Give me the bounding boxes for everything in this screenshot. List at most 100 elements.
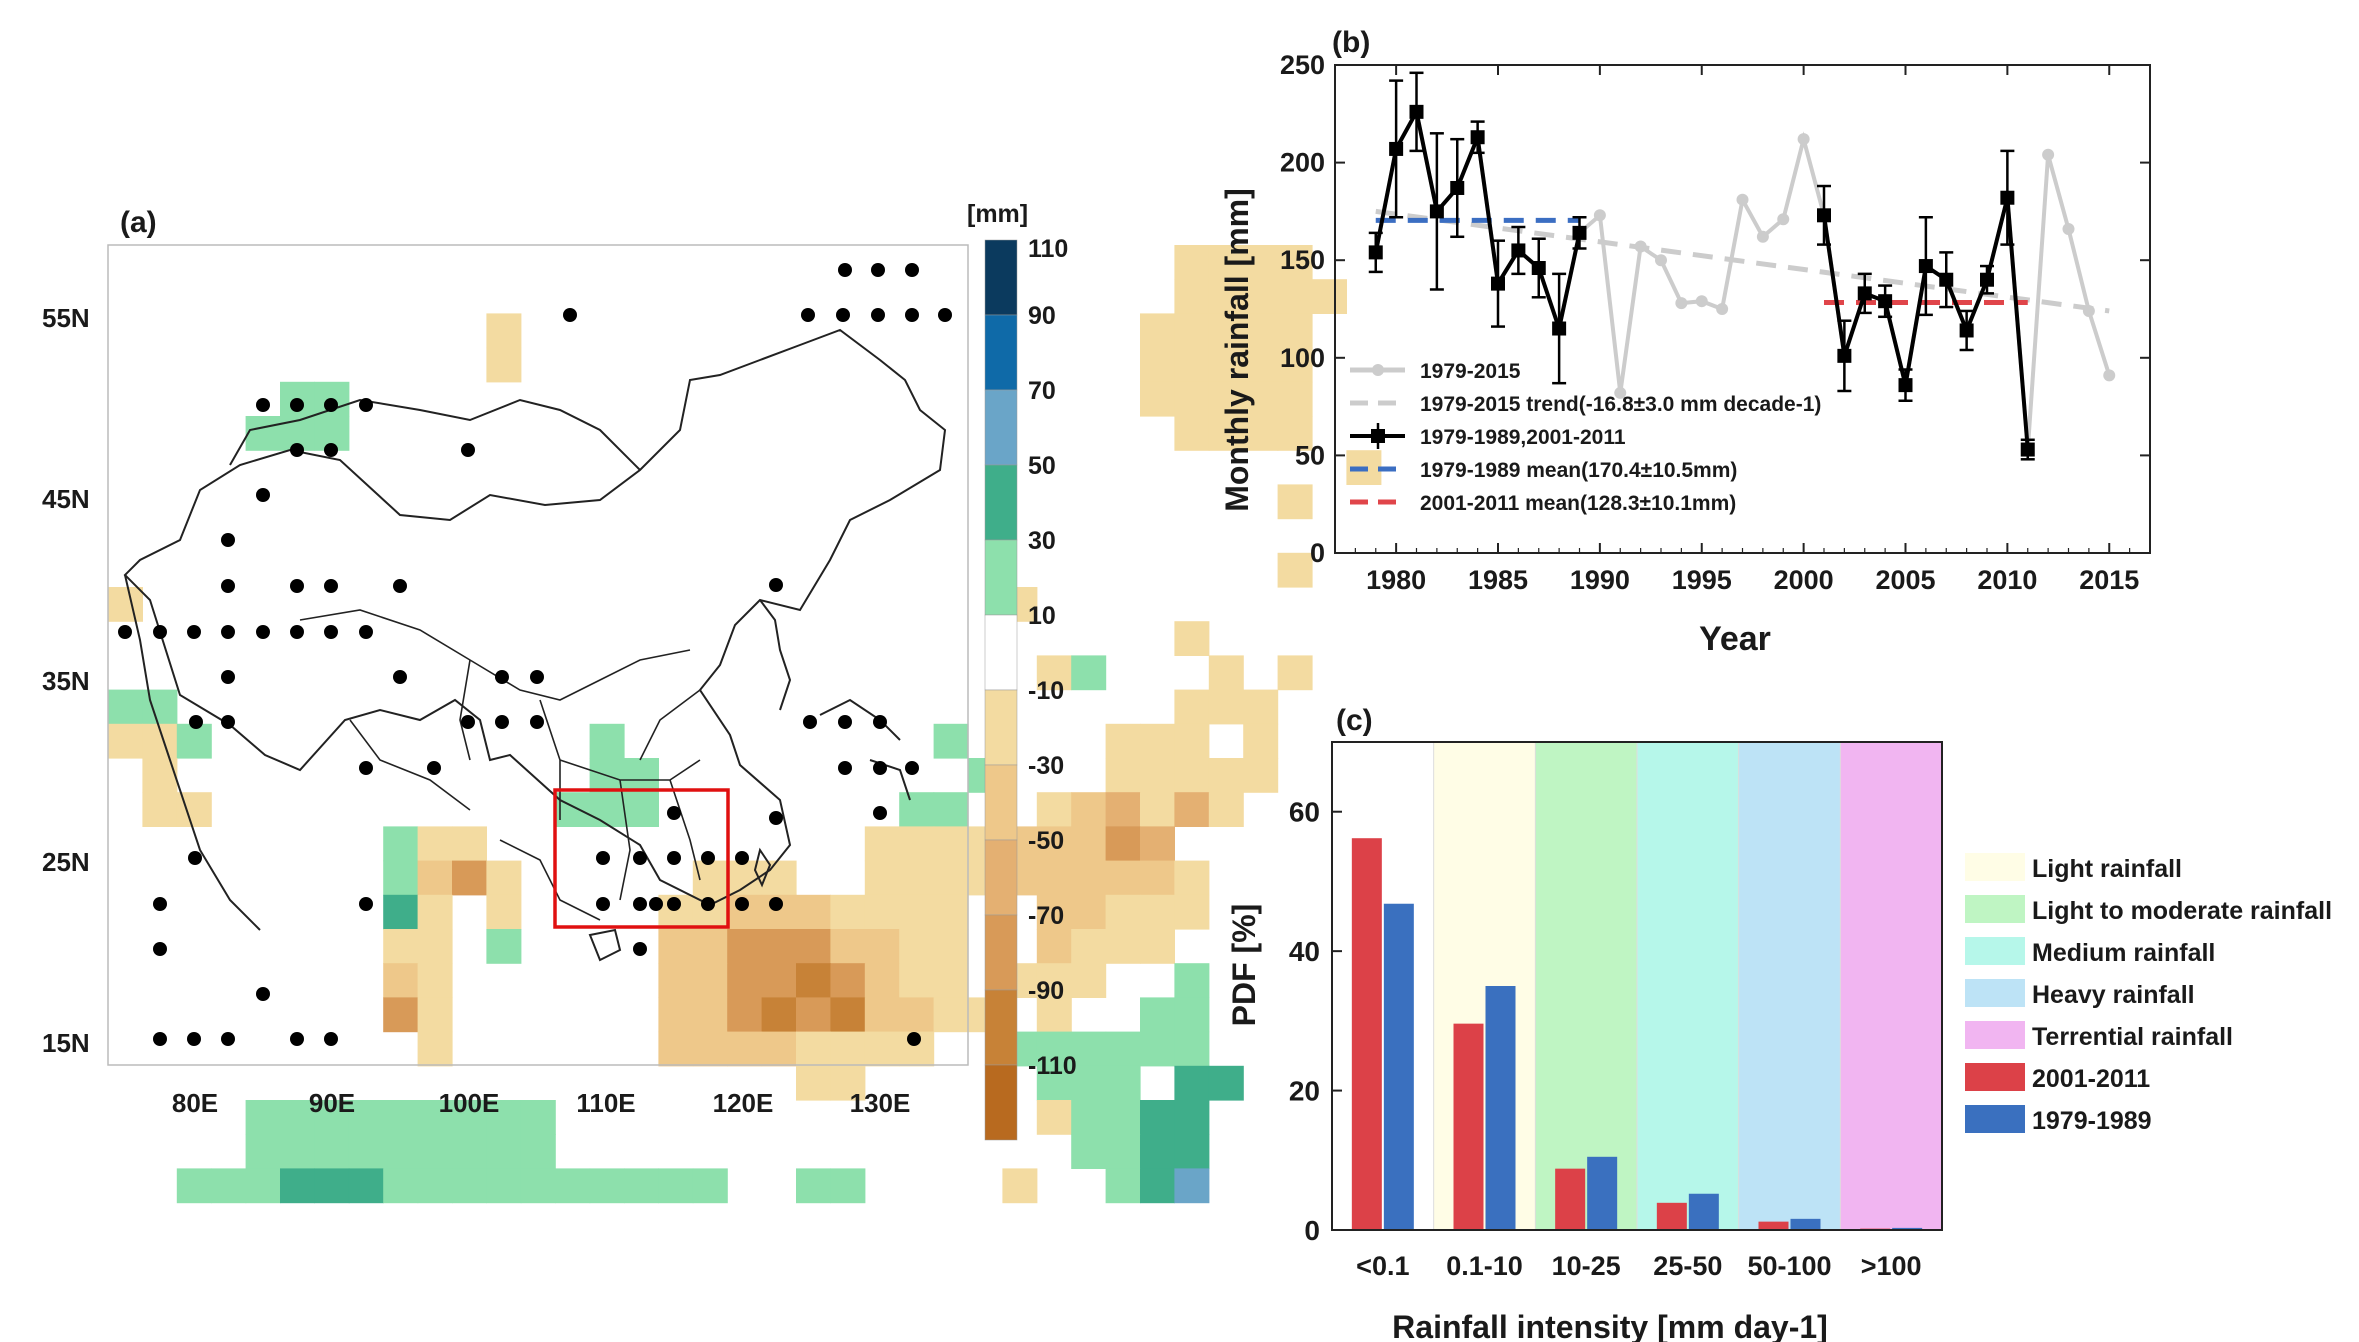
map-cell: [1140, 1031, 1175, 1067]
map-cell: [1071, 655, 1107, 691]
colorbar-tick-label: -110: [1028, 1052, 1077, 1080]
colorbar-swatch: [984, 989, 1018, 1066]
map-cell: [520, 1168, 556, 1204]
panel-b-xtick-label: 2015: [2079, 565, 2139, 595]
map-cell: [383, 1134, 419, 1169]
map-cell: [830, 894, 866, 930]
bar-1979-1989: [1383, 903, 1414, 1230]
panel-b-ytick-label: 150: [1280, 245, 1325, 275]
panel-b-ytick-label: 100: [1280, 343, 1325, 373]
panel-c-frame: [1331, 741, 1943, 1231]
legend-label: 1979-1989: [2032, 1107, 2152, 1135]
map-cell: [1140, 1100, 1175, 1135]
map-cell: [1174, 1065, 1210, 1101]
bar-1979-1989: [1892, 1227, 1923, 1230]
map-cell: [1277, 279, 1313, 314]
map-cell: [108, 587, 143, 622]
legend-label: 2001-2011 mean(128.3±10.1mm): [1420, 492, 1736, 515]
series-subset-point: [1898, 378, 1913, 393]
legend-label: 1979-2015: [1420, 360, 1521, 383]
series-subset-point: [1837, 348, 1852, 363]
map-cell: [1277, 655, 1313, 691]
category-band: [1637, 742, 1739, 1230]
map-cell: [589, 723, 625, 759]
colorbar-swatch: [984, 1064, 1018, 1141]
map-cell: [486, 1168, 522, 1204]
colorbar-unit: [mm]: [967, 200, 1028, 228]
map-cell: [1071, 826, 1107, 862]
significance-dot: [221, 625, 235, 639]
map-cell: [142, 758, 178, 793]
map-cell: [348, 1168, 384, 1204]
lat-label-25n: 25N: [42, 847, 90, 877]
significance-dot: [563, 308, 577, 322]
significance-dot: [530, 670, 544, 684]
map-cell: [933, 723, 969, 759]
significance-dot: [359, 761, 373, 775]
legend-swatch: [1965, 895, 2025, 923]
map-cell: [1140, 860, 1175, 896]
significance-dot: [221, 579, 235, 593]
map-cell: [417, 826, 453, 862]
series-subset-point: [1470, 130, 1485, 145]
map-cell: [520, 1134, 556, 1169]
map-cell: [761, 963, 797, 998]
legend-label: Terrential rainfall: [2032, 1023, 2233, 1051]
map-cell: [314, 1134, 350, 1169]
significance-dot: [324, 1032, 338, 1046]
panel-c-legend: Light rainfall Light to moderate rainfall…: [1965, 853, 2332, 1135]
map-cell: [1174, 1031, 1210, 1067]
map-cell: [1140, 1168, 1175, 1204]
map-cell: [1071, 929, 1107, 964]
significance-dot: [803, 715, 817, 729]
series-1979-2015-point: [2062, 222, 2075, 235]
legend-marker: [1371, 429, 1385, 443]
significance-dot: [359, 398, 373, 412]
map-cell: [1105, 929, 1141, 964]
map-cell: [142, 689, 178, 725]
colorbar-tick-label: -90: [1028, 977, 1064, 1005]
panel-c-xtick-label: <0.1: [1356, 1251, 1409, 1281]
series-subset-point: [1409, 104, 1424, 119]
map-cell: [899, 826, 935, 862]
panel-b-plot-area: [1368, 71, 2116, 461]
lat-label-45n: 45N: [42, 484, 90, 514]
map-cell: [1174, 313, 1210, 349]
map-cell: [933, 826, 969, 862]
map-cell: [761, 1031, 797, 1067]
map-cell: [555, 792, 591, 827]
map-cell: [1036, 894, 1072, 930]
significance-dot: [290, 1032, 304, 1046]
map-cell: [864, 860, 900, 896]
map-cell: [1174, 997, 1210, 1033]
colorbar-swatch: [984, 314, 1018, 391]
significance-dot: [905, 308, 919, 322]
panel-b-ylabel: Monthly rainfall [mm]: [1219, 188, 1255, 512]
map-cell: [1243, 758, 1279, 793]
series-1979-2015-point: [1736, 193, 1749, 206]
map-cell: [1140, 758, 1175, 793]
series-subset-point: [1857, 286, 1872, 301]
map-cell: [1208, 689, 1244, 725]
bar-2001-2011: [1758, 1221, 1789, 1230]
series-subset-point: [1511, 243, 1526, 258]
colorbar-tick-label: 110: [1028, 235, 1068, 263]
map-cell: [933, 894, 969, 930]
map-cell: [452, 860, 487, 896]
map-cell: [624, 758, 659, 793]
map-cell: [761, 929, 797, 964]
map-cell: [761, 997, 797, 1033]
map-cell: [1208, 416, 1244, 451]
legend-swatch: [1965, 1063, 2025, 1091]
map-cell: [1174, 245, 1210, 280]
map-cell: [1208, 347, 1244, 383]
colorbar-tick-label: 50: [1028, 452, 1056, 480]
series-subset-point: [1491, 276, 1505, 291]
map-cell: [108, 723, 143, 759]
series-subset-point: [1817, 208, 1831, 223]
map-cell: [1071, 860, 1107, 896]
significance-dot: [905, 263, 919, 277]
map-cell: [1071, 894, 1107, 930]
panel-b-xtick-label: 2005: [1875, 565, 1935, 595]
panel-c-ylabel: PDF [%]: [1226, 904, 1262, 1027]
